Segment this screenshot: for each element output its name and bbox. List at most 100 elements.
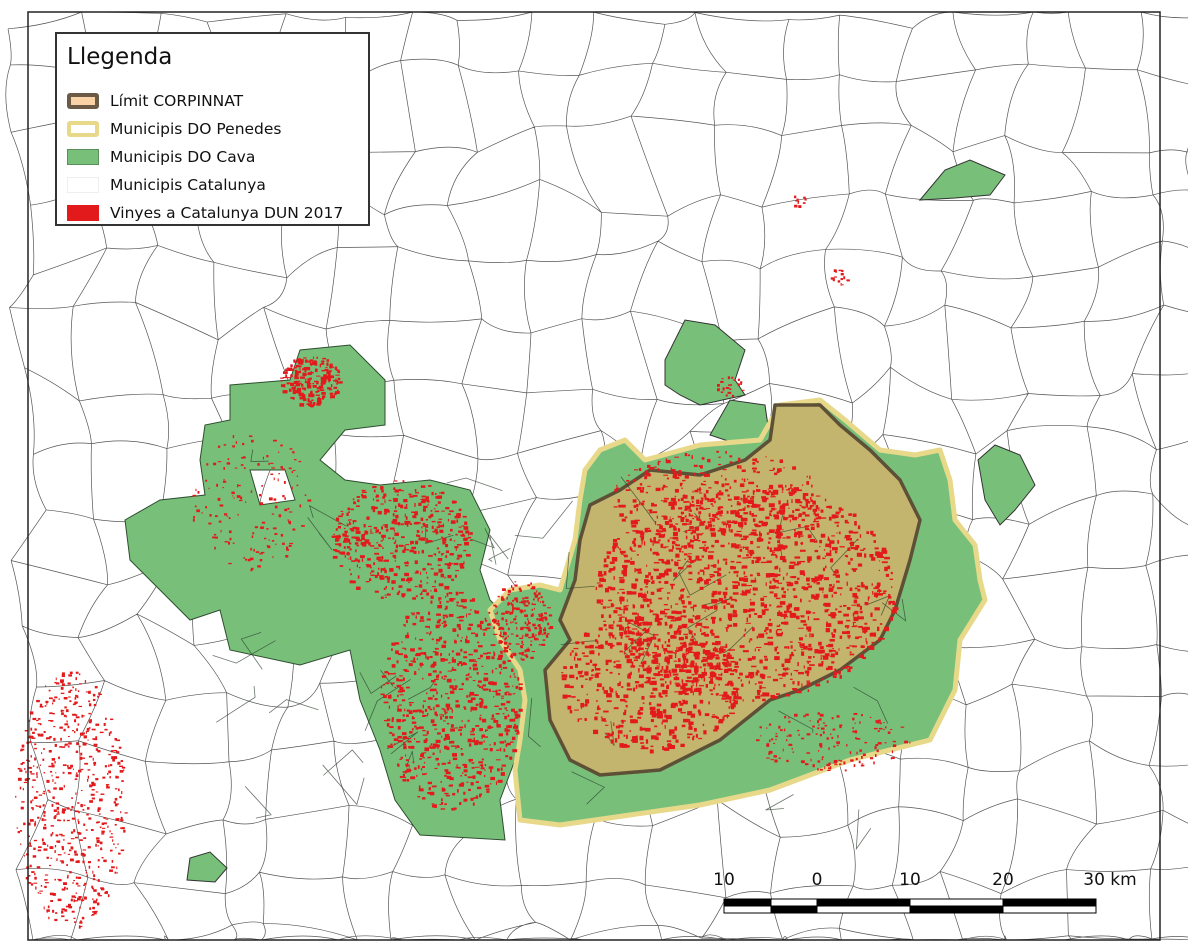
vineyard-parcel — [698, 691, 702, 694]
vineyard-parcel — [612, 547, 615, 552]
vineyard-parcel — [696, 488, 702, 491]
vineyard-parcel — [520, 657, 522, 660]
vineyard-parcel — [878, 637, 881, 642]
do-cava-west-region — [124, 344, 541, 841]
vineyard-parcel — [605, 724, 609, 726]
vineyard-parcel — [500, 631, 502, 635]
vineyard-parcel — [405, 659, 408, 662]
vineyard-parcel — [616, 664, 622, 669]
vineyard-parcel — [648, 572, 651, 576]
vineyard-parcel — [841, 269, 844, 273]
vineyard-parcel — [874, 754, 877, 758]
vineyard-parcel — [609, 671, 613, 674]
vineyard-parcel — [384, 671, 389, 674]
vineyard-parcel — [639, 637, 642, 642]
vineyard-parcel — [72, 703, 76, 706]
vineyard-parcel — [271, 513, 274, 515]
vineyard-parcel — [676, 547, 682, 550]
vineyard-parcel — [30, 800, 33, 804]
vineyard-parcel — [828, 643, 834, 648]
vineyard-parcel — [421, 752, 425, 755]
vineyard-parcel — [447, 518, 450, 522]
vineyard-parcel — [514, 676, 517, 678]
vineyard-parcel — [807, 611, 812, 614]
vineyard-parcel — [603, 620, 606, 622]
vineyard-parcel — [678, 636, 684, 641]
vineyard-parcel — [72, 713, 76, 716]
vineyard-parcel — [201, 512, 203, 514]
vineyard-parcel — [858, 760, 861, 764]
vineyard-parcel — [433, 553, 436, 556]
vineyard-parcel — [20, 806, 24, 810]
vineyard-parcel — [544, 627, 546, 630]
vineyard-parcel — [453, 757, 457, 759]
vineyard-parcel — [473, 737, 476, 740]
vineyard-parcel — [711, 642, 717, 645]
vineyard-parcel — [691, 539, 695, 543]
vineyard-parcel — [705, 525, 708, 527]
vineyard-parcel — [490, 718, 496, 720]
vineyard-parcel — [290, 396, 294, 399]
vineyard-parcel — [355, 527, 360, 531]
vineyard-parcel — [419, 662, 424, 666]
vineyard-parcel — [667, 661, 670, 665]
vineyard-parcel — [75, 701, 77, 705]
vineyard-parcel — [451, 578, 455, 581]
vineyard-parcel — [714, 481, 719, 484]
vineyard-parcel — [68, 849, 72, 852]
vineyard-parcel — [27, 875, 31, 877]
vineyard-parcel — [852, 621, 856, 624]
vineyard-parcel — [743, 608, 748, 613]
vineyard-parcel — [739, 546, 743, 548]
vineyard-parcel — [739, 534, 742, 538]
vineyard-parcel — [769, 512, 772, 516]
legend-swatch — [67, 149, 99, 165]
vineyard-parcel — [718, 497, 721, 500]
vineyard-parcel — [742, 699, 744, 702]
vineyard-parcel — [522, 634, 524, 638]
vineyard-parcel — [315, 390, 319, 393]
vineyard-parcel — [658, 597, 663, 600]
vineyard-parcel — [414, 503, 416, 507]
vineyard-parcel — [438, 551, 441, 554]
vineyard-parcel — [356, 564, 358, 568]
vineyard-parcel — [449, 690, 455, 694]
vineyard-parcel — [734, 510, 737, 512]
vineyard-parcel — [511, 603, 514, 606]
vineyard-parcel — [800, 615, 805, 618]
vineyard-parcel — [818, 574, 824, 580]
vineyard-parcel — [666, 592, 671, 594]
vineyard-parcel — [410, 648, 415, 652]
vineyard-parcel — [416, 534, 418, 537]
vineyard-parcel — [807, 666, 812, 671]
vineyard-parcel — [461, 782, 465, 786]
vineyard-parcel — [519, 609, 523, 613]
vineyard-parcel — [414, 767, 417, 770]
vineyard-parcel — [701, 678, 703, 680]
vineyard-parcel — [778, 610, 781, 613]
vineyard-parcel — [67, 725, 70, 729]
vineyard-parcel — [819, 743, 823, 747]
vineyard-parcel — [683, 641, 687, 645]
vineyard-parcel — [873, 761, 875, 765]
vineyard-parcel — [92, 698, 96, 701]
vineyard-parcel — [585, 662, 590, 665]
vineyard-parcel — [661, 559, 665, 564]
vineyard-parcel — [421, 498, 427, 502]
vineyard-parcel — [402, 773, 405, 777]
vineyard-parcel — [32, 717, 37, 721]
vineyard-parcel — [506, 725, 508, 730]
vineyard-parcel — [695, 507, 699, 511]
vineyard-parcel — [463, 561, 465, 565]
vineyard-parcel — [29, 864, 32, 868]
vineyard-parcel — [428, 540, 433, 543]
vineyard-parcel — [713, 581, 716, 583]
vineyard-parcel — [480, 654, 483, 658]
legend-swatch — [67, 177, 99, 193]
vineyard-parcel — [429, 791, 435, 796]
vineyard-parcel — [637, 623, 641, 627]
vineyard-parcel — [753, 675, 755, 678]
vineyard-parcel — [866, 531, 869, 535]
vineyard-parcel — [685, 652, 689, 655]
